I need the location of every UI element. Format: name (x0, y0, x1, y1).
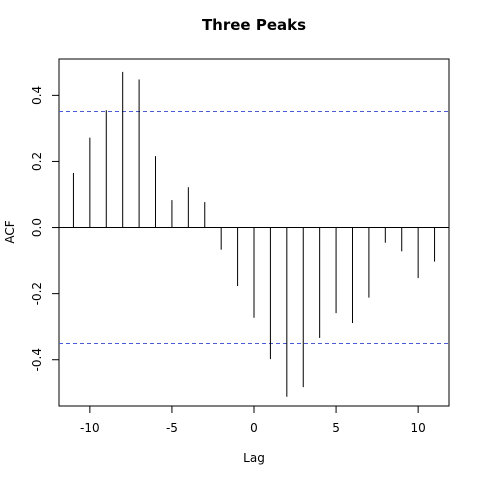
x-tick-label: 0 (250, 421, 258, 435)
chart-marks: -10 -5 0 5 10 -0.4 -0.2 0.0 0.2 0.4 (30, 71, 449, 435)
y-tick-label: 0.0 (30, 218, 44, 237)
y-axis-label: ACF (3, 220, 17, 243)
x-tick-label: -10 (80, 421, 100, 435)
chart-title: Three Peaks (202, 16, 306, 34)
x-tick-label: 5 (332, 421, 340, 435)
y-tick-label: -0.2 (30, 282, 44, 305)
y-tick-label: 0.4 (30, 86, 44, 105)
y-tick-label: -0.4 (30, 348, 44, 371)
y-tick-label: 0.2 (30, 152, 44, 171)
x-tick-label: -5 (166, 421, 178, 435)
x-axis-label: Lag (243, 451, 265, 465)
x-tick-label: 10 (411, 421, 426, 435)
